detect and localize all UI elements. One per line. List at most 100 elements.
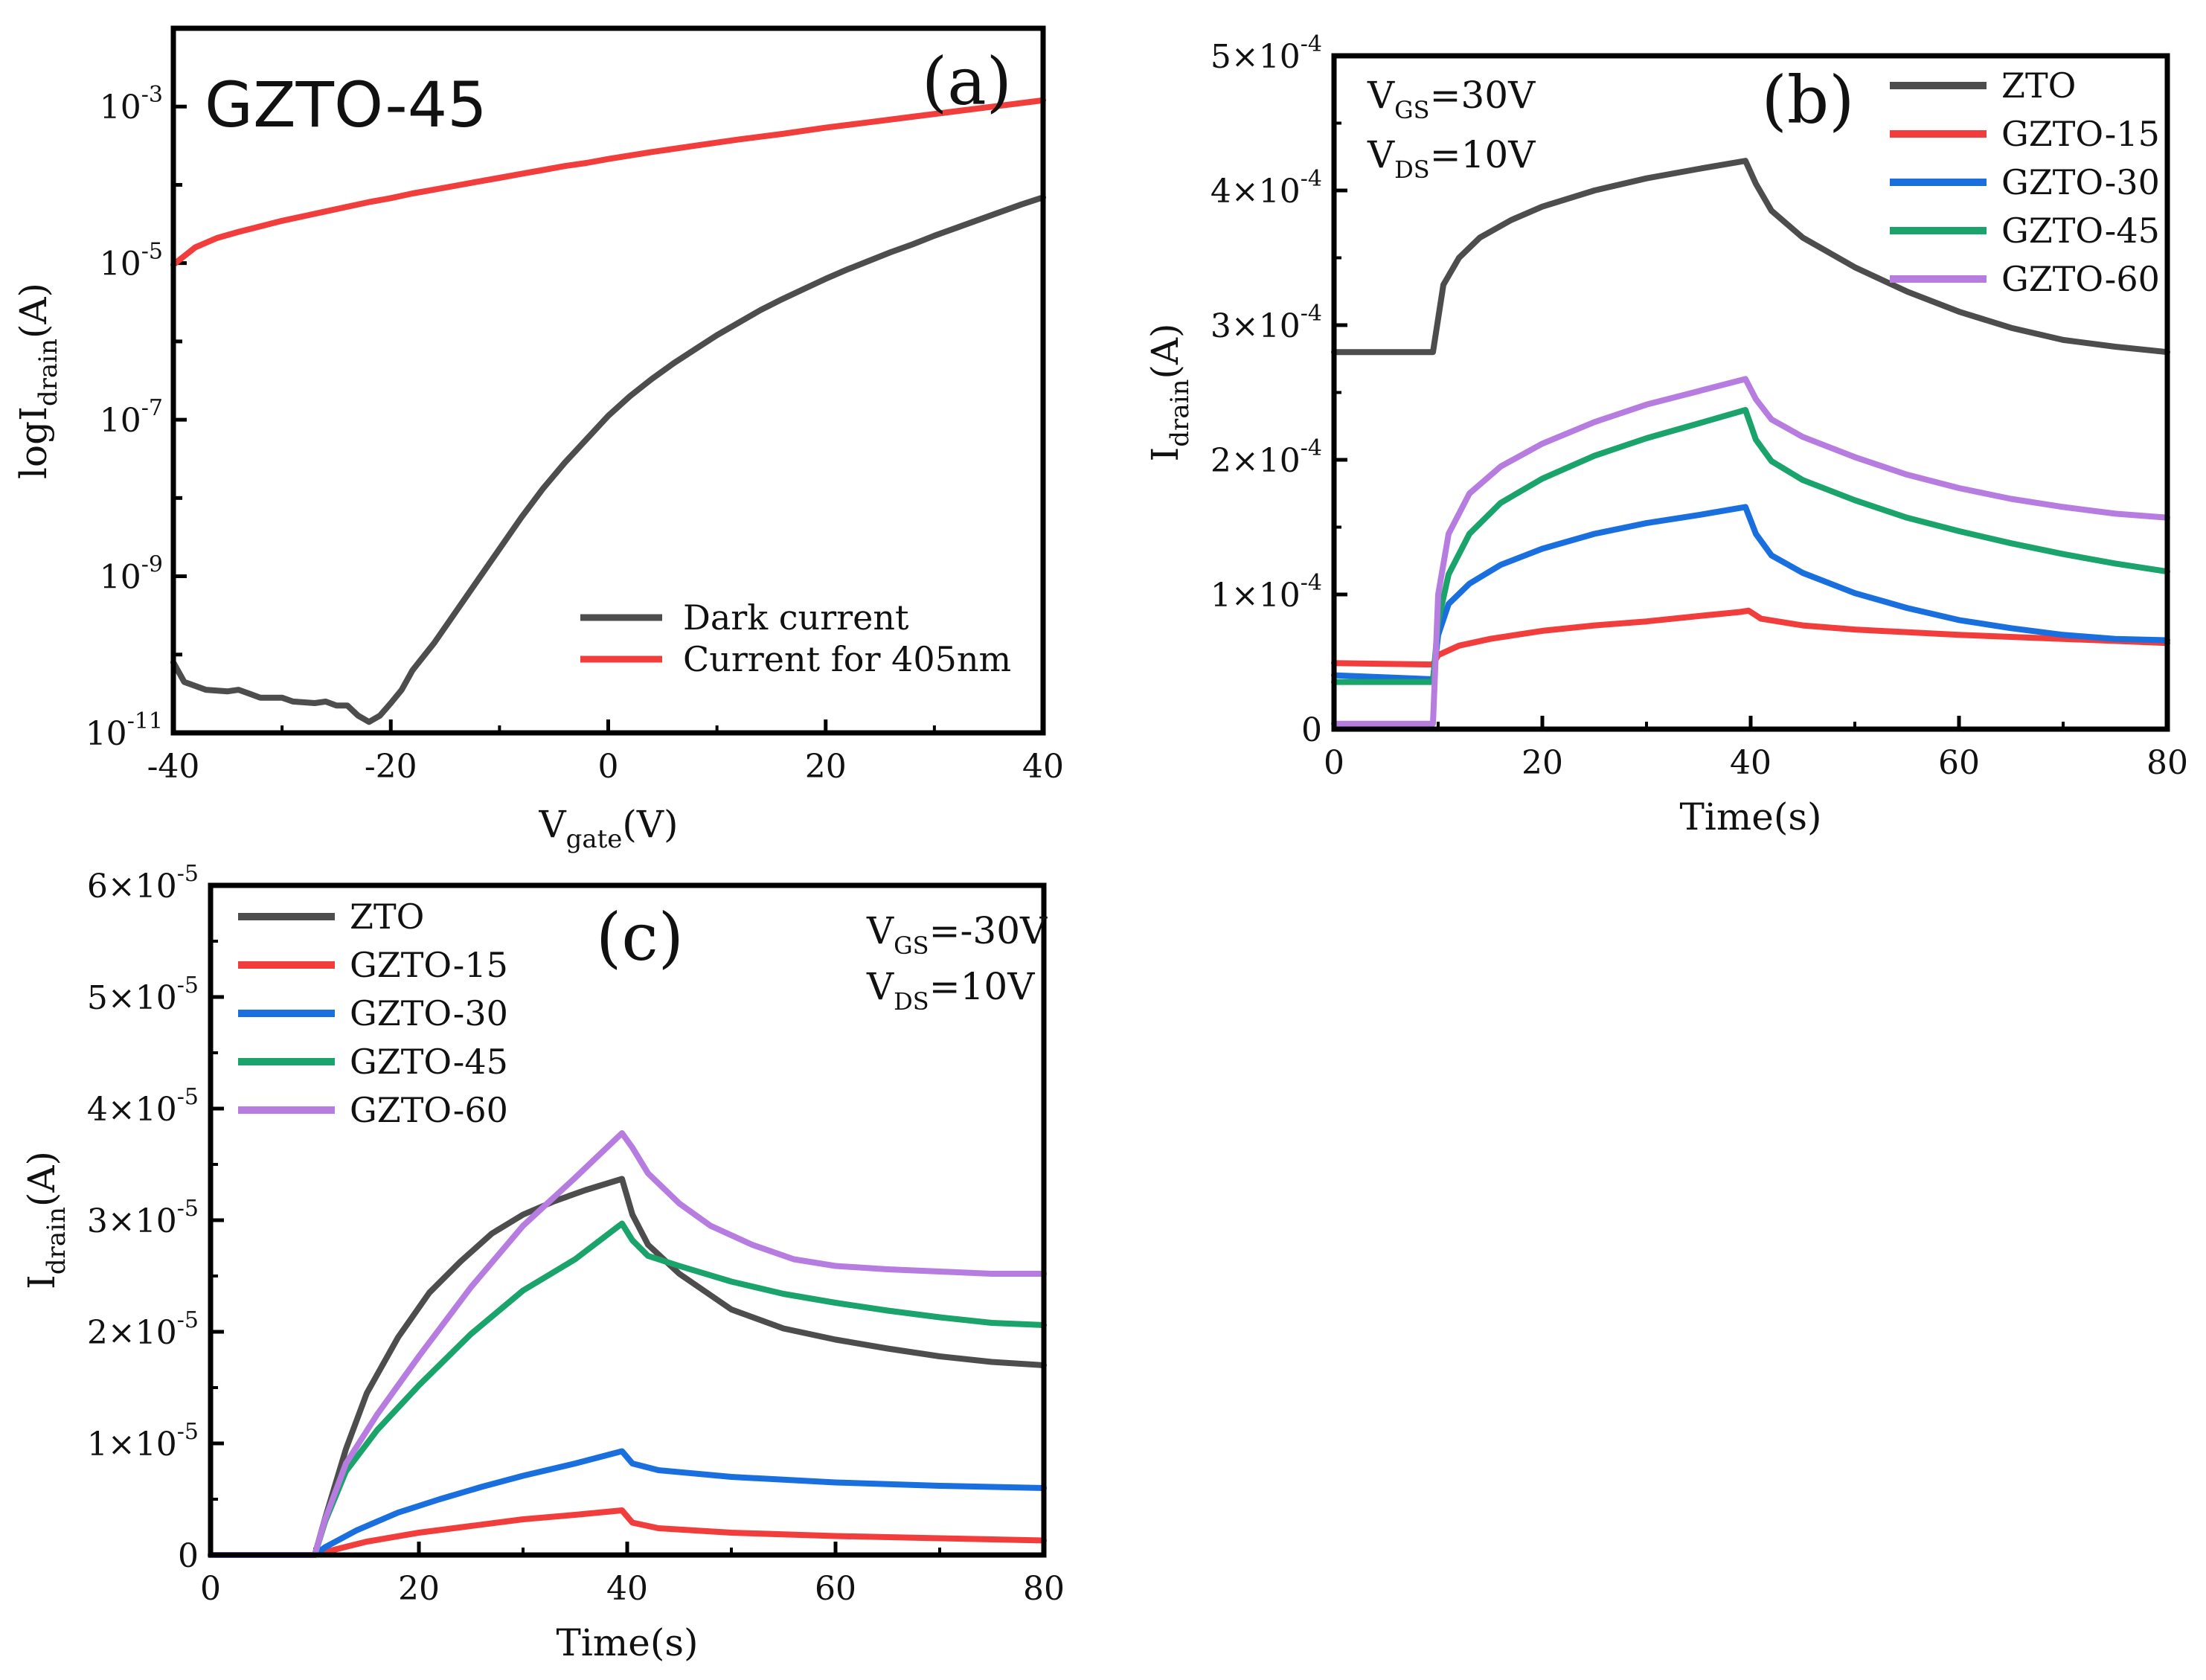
panel-c: 01×10-52×10-53×10-54×10-55×10-56×10-50 20… (20, 861, 1065, 1664)
y-tick-exponent: -11 (127, 708, 163, 734)
x-tick-label-c: 80 (1023, 1570, 1065, 1608)
legend-label-c: GZTO-60 (350, 1090, 508, 1130)
series-line-a-current-for-405nm (170, 97, 1046, 268)
y-tick-exponent: -5 (177, 1307, 199, 1333)
y-tick-label-b: 5×10-4 (1211, 31, 1322, 76)
x-tick-label-b: 60 (1938, 744, 1980, 782)
x-tick-label-a: 0 (598, 748, 619, 786)
series-line-b-zto (1331, 158, 2170, 356)
x-tick-label-b: 0 (1324, 744, 1344, 782)
condition-sub: GS (894, 932, 929, 960)
y-tick-label-a: 10-3 (100, 82, 163, 126)
y-title-sub: drain (33, 339, 63, 406)
legend-label-c: ZTO (350, 897, 424, 937)
y-tick-mantissa: 3×10 (1211, 307, 1301, 345)
y-tick-mantissa: 1×10 (87, 1426, 177, 1463)
y-title-sub: drain (42, 1207, 71, 1275)
condition-value: =-30V (929, 909, 1048, 952)
y-tick-label-b: 2×10-4 (1211, 435, 1322, 480)
legend-label-b: ZTO (2001, 65, 2076, 106)
y-tick-label-c: 4×10-5 (87, 1084, 199, 1129)
panel-label-c: (c) (596, 899, 684, 975)
y-tick-base: 10 (100, 402, 141, 440)
y-tick-label-a: 10-11 (86, 708, 163, 753)
y-tick-mantissa: 2×10 (1211, 442, 1301, 480)
condition-label-c: VGS=-30V (866, 909, 1048, 960)
condition-main: V (1367, 74, 1395, 117)
condition-main: V (866, 909, 894, 952)
y-tick-exponent: -3 (141, 82, 163, 108)
series-line-b-gzto-15 (1331, 607, 2170, 668)
y-tick-label-c: 5×10-5 (87, 972, 199, 1017)
y-tick-label-a: 10-7 (100, 395, 163, 440)
series-line-c-zto (208, 1176, 1047, 1558)
y-tick-label-a: 10-9 (100, 552, 163, 597)
legend-label-b: GZTO-60 (2001, 259, 2160, 299)
y-tick-label-b: 3×10-4 (1211, 301, 1322, 345)
series-line-b-gzto-60 (1331, 376, 2170, 727)
y-tick-mantissa: 5×10 (1211, 38, 1301, 76)
y-tick-label-c: 3×10-5 (87, 1196, 199, 1240)
condition-label-c: VDS=10V (866, 965, 1035, 1016)
y-tick-exponent: -4 (1301, 301, 1322, 327)
x-axis-title-a: Vgate(V) (538, 803, 678, 854)
y-title-unit: (A) (20, 1151, 63, 1207)
x-tick-label-a: 40 (1022, 748, 1064, 786)
y-tick-exponent: -5 (177, 861, 199, 887)
y-tick-exponent: -5 (141, 239, 163, 265)
x-tick-label-c: 40 (606, 1570, 648, 1608)
legend-label-c: GZTO-15 (350, 945, 508, 985)
x-title-unit: (V) (622, 803, 678, 846)
legend-label-a: Current for 405nm (683, 639, 1011, 679)
x-tick-label-a: -20 (365, 748, 417, 786)
y-tick-exponent: -4 (1301, 31, 1322, 57)
condition-value: =10V (929, 965, 1036, 1008)
condition-main: V (1367, 133, 1395, 176)
y-tick-exponent: -4 (1301, 570, 1322, 596)
x-tick-label-b: 80 (2146, 744, 2188, 782)
y-tick-exponent: -5 (177, 1419, 199, 1445)
y-tick-base: 10 (100, 246, 141, 283)
legend-label-a: Dark current (683, 597, 909, 638)
y-tick-label-a: 10-5 (100, 239, 163, 283)
x-tick-label-b: 40 (1730, 744, 1771, 782)
y-tick-exponent: -4 (1301, 435, 1322, 461)
x-tick-label-a: 20 (805, 748, 847, 786)
y-tick-exponent: -9 (141, 552, 163, 578)
condition-main: V (866, 965, 894, 1008)
x-title-sub: gate (566, 824, 623, 854)
condition-value: =10V (1430, 133, 1536, 176)
legend-label-b: GZTO-30 (2001, 162, 2160, 202)
condition-value: =30V (1430, 74, 1536, 117)
panel-label-b: (b) (1762, 62, 1855, 138)
y-axis-title-a: logIdrain(A) (12, 283, 63, 479)
y-axis-title-b: Idrain(A) (1144, 324, 1195, 462)
x-tick-label-c: 0 (200, 1570, 221, 1608)
y-tick-base: 10 (100, 89, 141, 126)
y-tick-mantissa: 3×10 (87, 1202, 177, 1240)
series-line-c-gzto-45 (208, 1220, 1047, 1558)
y-tick-exponent: -5 (177, 1196, 199, 1222)
y-tick-mantissa: 6×10 (87, 868, 177, 905)
x-tick-label-b: 20 (1522, 744, 1563, 782)
y-tick-label-b: 4×10-4 (1211, 166, 1322, 211)
plot-frame-b (1331, 53, 2170, 732)
panel-label-a: (a) (922, 43, 1012, 120)
condition-label-b: VDS=10V (1367, 133, 1536, 184)
y-title-unit: (A) (12, 283, 55, 339)
x-title-main: V (538, 803, 566, 846)
y-tick-base: 10 (100, 559, 141, 597)
series-line-b-gzto-30 (1331, 504, 2170, 682)
y-title-main: I (20, 1275, 63, 1289)
plot-frame-c (208, 882, 1047, 1558)
x-axis-title-b: Time(s) (1679, 795, 1821, 839)
series-line-c-gzto-30 (208, 1448, 1047, 1558)
x-tick-label-c: 20 (398, 1570, 440, 1608)
y-tick-exponent: -7 (141, 395, 163, 421)
y-tick-label-c: 6×10-5 (87, 861, 199, 905)
y-title-unit: (A) (1144, 324, 1187, 379)
y-axis-title-c: Idrain(A) (20, 1151, 71, 1289)
y-tick-label-c: 0 (178, 1537, 199, 1575)
y-tick-label-c: 2×10-5 (87, 1307, 199, 1352)
